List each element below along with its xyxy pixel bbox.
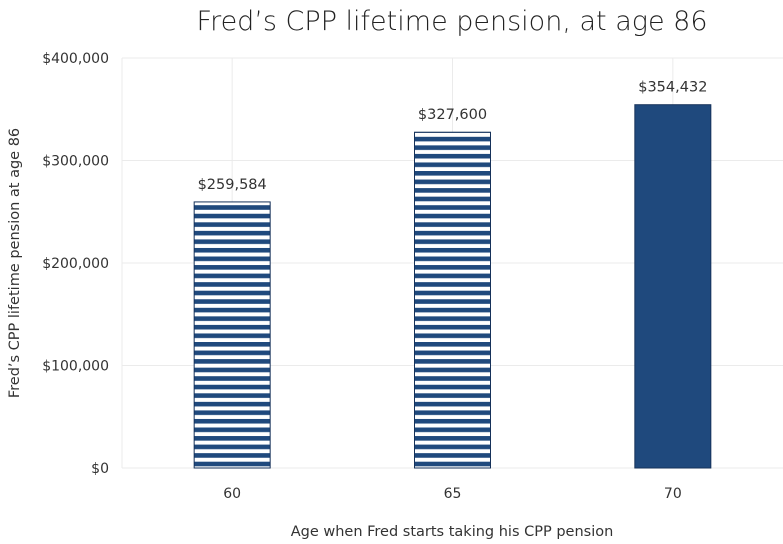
bar [193, 201, 271, 469]
bars [193, 104, 712, 469]
x-axis-ticks: 60 65 70 [223, 486, 681, 502]
bar [634, 104, 712, 469]
x-tick-label: 70 [664, 486, 682, 502]
x-tick-label: 65 [444, 486, 462, 502]
y-tick-label: $200,000 [42, 256, 109, 272]
x-tick-label: 60 [223, 486, 241, 502]
data-label: $259,584 [198, 177, 267, 193]
chart-title: Fred’s CPP lifetime pension, at age 86 [197, 6, 708, 37]
bar [414, 131, 491, 469]
y-tick-label: $300,000 [42, 154, 109, 170]
y-axis-title: Fred’s CPP lifetime pension at age 86 [7, 128, 23, 398]
data-labels: $259,584 $327,600 $354,432 [198, 80, 708, 193]
data-label: $354,432 [638, 80, 707, 96]
y-tick-label: $0 [91, 461, 109, 477]
y-tick-label: $100,000 [42, 359, 109, 375]
data-label: $327,600 [418, 107, 487, 123]
y-tick-label: $400,000 [42, 51, 109, 67]
x-axis-title: Age when Fred starts taking his CPP pens… [291, 524, 614, 540]
y-axis-ticks: $0 $100,000 $200,000 $300,000 $400,000 [42, 51, 109, 477]
